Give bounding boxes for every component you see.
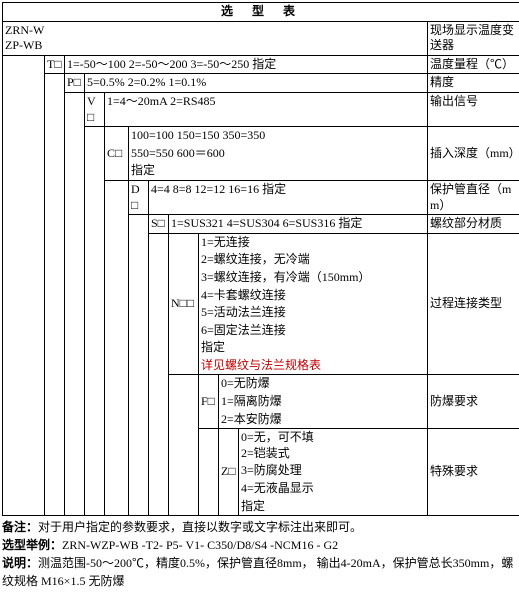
- content-N2: 2=螺纹连接，无冷端: [199, 251, 428, 269]
- content-F3: 2=本安防爆: [219, 411, 428, 429]
- content-N5: 5=活动法兰连接: [199, 304, 428, 322]
- explain-label: 说明：: [2, 556, 38, 570]
- desc-Z: 特殊要求: [428, 429, 519, 516]
- col-blank-8: [199, 429, 219, 516]
- content-Z1: 0=无，可不填 2=铠装式: [239, 429, 428, 463]
- desc-T: 温度量程（℃）: [428, 55, 519, 74]
- col-blank-7: [169, 375, 199, 516]
- content-C3: 指定: [129, 162, 428, 180]
- explain-text: 测温范围-50～200℃，精度0.5%，保护管直径8mm， 输出4-20mA，保…: [2, 556, 513, 588]
- content-P: 5=0.5% 2=0.2% 1=0.1%: [85, 74, 428, 93]
- col-blank-1: [45, 74, 65, 516]
- model-cell: ZRN-W ZP-WB: [3, 21, 428, 55]
- content-C2: 550=550 600＝600: [129, 145, 428, 163]
- content-Z5: 指定: [239, 498, 428, 516]
- code-T: T□: [45, 55, 65, 74]
- code-Z: Z□: [219, 429, 239, 516]
- content-D: 4=4 8=8 12=12 16=16 指定: [149, 180, 428, 214]
- desc-header: 现场显示温度变送器: [428, 21, 519, 55]
- desc-N: 过程连接类型: [428, 233, 519, 375]
- col-blank-2: [65, 92, 85, 515]
- content-F1: 0=无防爆: [219, 375, 428, 393]
- note-text: 对于用户指定的参数要求，直接以数字或文字标注出来即可。: [38, 520, 362, 534]
- desc-S: 螺纹部分材质: [428, 215, 519, 234]
- content-N6: 6=固定法兰连接: [199, 322, 428, 340]
- content-V: 1=4～20mA 2=RS485: [105, 92, 428, 126]
- desc-P: 精度: [428, 74, 519, 93]
- desc-C: 插入深度（mm）: [428, 127, 519, 181]
- col-blank-6: [149, 233, 169, 516]
- content-N7: 指定: [199, 339, 428, 357]
- col-blank-3: [85, 127, 105, 516]
- content-N4: 4=卡套螺纹连接: [199, 287, 428, 305]
- col-blank-4: [105, 180, 129, 515]
- desc-V: 输出信号: [428, 92, 519, 126]
- content-N8: 详见螺纹与法兰规格表: [199, 357, 428, 375]
- code-P: P□: [65, 74, 85, 93]
- code-S: S□: [149, 215, 169, 234]
- content-Z4: 4=无液晶显示: [239, 480, 428, 498]
- code-F: F□: [199, 375, 219, 429]
- desc-F: 防爆要求: [428, 375, 519, 429]
- content-S: 1=SUS321 4=SUS304 6=SUS316 指定: [169, 215, 428, 234]
- code-C: C□: [105, 127, 129, 181]
- content-N3: 3=螺纹连接，有冷端（150mm）: [199, 269, 428, 287]
- content-C1: 100=100 150=150 350=350: [129, 127, 428, 145]
- content-F2: 1=隔离防爆: [219, 393, 428, 411]
- note-label: 备注：: [2, 520, 38, 534]
- code-N: N□□: [169, 233, 199, 375]
- code-D: D□: [129, 180, 149, 214]
- col-blank-0: [3, 55, 45, 515]
- table-title: 选 型 表: [3, 3, 519, 22]
- footer: 备注：对于用户指定的参数要求，直接以数字或文字标注出来即可。 选型举例：ZRN-…: [2, 518, 519, 590]
- content-N1: 1=无连接: [199, 233, 428, 251]
- col-blank-5: [129, 215, 149, 516]
- example-label: 选型举例：: [2, 538, 62, 552]
- desc-D: 保护管直径（mm）: [428, 180, 519, 214]
- code-V: V□: [85, 92, 105, 126]
- content-Z3: 3=防腐处理: [239, 462, 428, 480]
- example-text: ZRN-WZP-WB -T2- P5- V1- C350/D8/S4 -NCM1…: [62, 538, 338, 552]
- content-T: 1=-50～100 2=-50～200 3=-50～250 指定: [65, 55, 428, 74]
